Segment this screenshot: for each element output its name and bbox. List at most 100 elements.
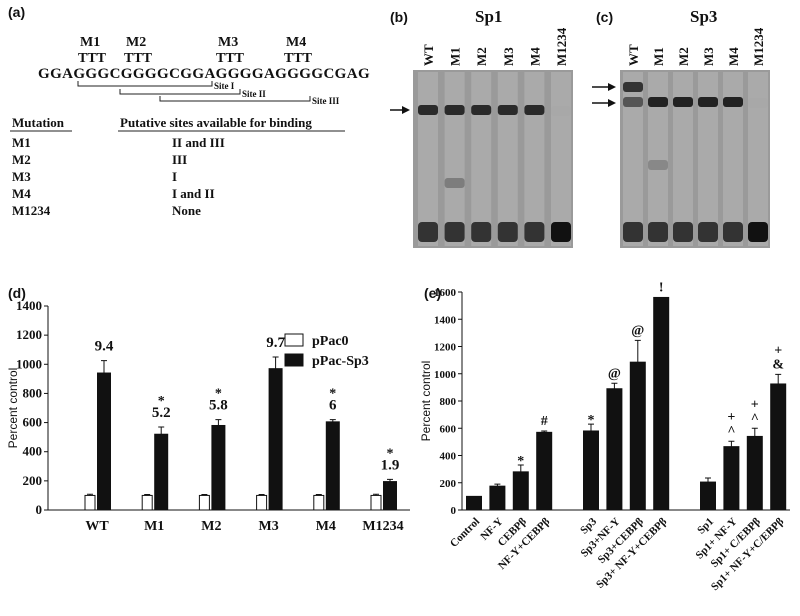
band [471,105,492,115]
error-bar [201,494,208,496]
error-bar [517,464,524,472]
band [623,97,643,107]
lane [748,72,768,246]
band [444,105,465,115]
bar [383,481,397,511]
lane-label: WT [421,44,436,66]
lane [673,72,693,246]
legend-swatch [284,353,304,367]
lane [648,72,668,246]
gel-title: Sp1 [475,7,502,26]
table-cell: M1234 [12,203,51,218]
bar [325,421,340,511]
sequence: GGAGGGCGGGGCGGAGGGGAGGGGCGAG [38,66,370,82]
band [418,105,438,115]
lane [698,72,718,246]
lower-band [524,222,545,242]
bar [313,494,325,511]
significance-mark: * [517,454,524,469]
mutation-change: TTT [216,51,245,66]
y-tick-label: 400 [440,451,457,463]
fold-label: 6 [329,398,337,414]
mutation-change: TTT [78,51,107,66]
error-bar [87,493,93,496]
lane [497,72,518,246]
y-tick-label: 200 [23,473,43,488]
significance-mark: + [774,343,782,358]
band [648,97,668,107]
error-bar [705,477,711,483]
table-cell: None [172,203,201,218]
significance-mark: * [215,387,222,402]
band [698,97,718,107]
bar [512,471,529,511]
bar [466,495,482,511]
table-cell: M2 [12,152,31,167]
y-tick-label: 1200 [16,327,42,342]
lower-band [623,222,643,242]
lane [723,72,743,246]
mutation-name: M4 [286,35,306,50]
bar [84,494,96,511]
band [551,106,571,116]
lower-band [497,222,518,242]
lane [418,72,438,246]
significance-mark: # [541,414,548,429]
lane [444,72,465,246]
bar [489,485,506,511]
significance-mark: ^ [727,424,735,439]
mutation-change: TTT [124,51,153,66]
fold-label: 9.4 [95,339,114,355]
error-bar [329,419,336,422]
significance-mark: + [727,410,735,425]
bar [211,424,226,511]
fold-label: 5.8 [209,398,228,414]
bar [198,494,210,511]
lane-label: M1234 [554,27,569,66]
y-tick-label: 0 [451,505,457,517]
arrow-head [608,83,616,91]
significance-mark: + [751,397,759,412]
significance-mark: ^ [751,411,759,426]
fold-label: 5.2 [152,405,171,421]
y-tick-label: 1000 [434,369,457,381]
site-label: Site I [214,81,235,91]
x-tick-label: M3 [258,519,278,534]
site-bracket [119,89,241,95]
lane [524,72,545,246]
error-bar [588,423,594,431]
lane [471,72,492,246]
mutation-name: M2 [126,35,146,50]
y-tick-label: 800 [440,396,457,408]
bar [723,446,740,511]
significance-mark: * [588,413,595,428]
band [648,160,668,170]
lower-band [444,222,465,242]
y-tick-label: 200 [440,478,457,490]
lower-band [418,222,438,242]
gel [620,70,770,248]
error-bar [315,494,322,496]
panel-label: (e) [424,285,441,301]
y-tick-label: 1000 [16,356,42,371]
significance-mark: @ [631,323,644,338]
band [723,97,743,107]
lane-label: M1 [448,47,463,66]
error-bar [215,419,222,426]
error-bar [775,373,782,384]
error-bar [272,356,279,369]
error-bar [728,440,735,447]
band [673,97,693,107]
lower-band [673,222,693,242]
x-tick-label: M1 [144,519,164,534]
error-bar [611,382,618,389]
legend-label: pPac-Sp3 [312,354,369,369]
bar [268,368,283,511]
lower-band [698,222,718,242]
panel-label: (a) [8,4,25,20]
lane [623,72,643,246]
significance-mark: & [772,357,784,372]
band [524,105,545,115]
bar [256,494,268,511]
